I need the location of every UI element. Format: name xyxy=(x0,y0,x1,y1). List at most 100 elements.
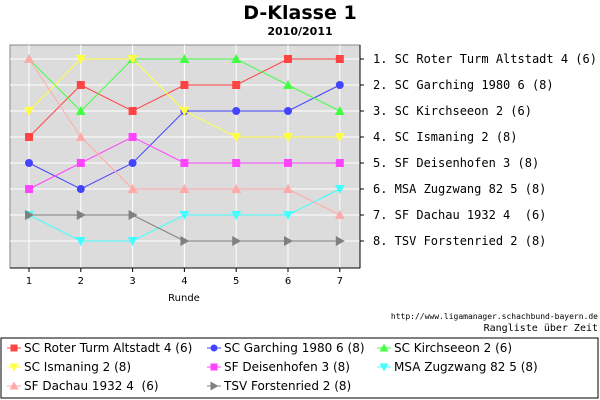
legend-item: SC Garching 1980 6 (8) xyxy=(207,341,365,355)
data-point xyxy=(231,211,242,220)
legend-box xyxy=(0,337,599,399)
data-point xyxy=(75,55,86,64)
final-ranking: 1. SC Roter Turm Altstadt 4 (6) 2. SC Gar… xyxy=(373,52,597,248)
x-tick-label: 6 xyxy=(285,276,291,287)
chart-caption: Rangliste über Zeit xyxy=(484,323,598,334)
rank-label: 2. SC Garching 1980 6 (8) xyxy=(373,78,554,92)
data-point xyxy=(335,55,344,63)
data-point xyxy=(334,210,345,219)
chart-title: D-Klasse 1 xyxy=(243,2,356,24)
rank-label: 3. SC Kirchseeon 2 (6) xyxy=(373,104,532,118)
data-point xyxy=(231,133,242,142)
legend-item: TSV Forstenried 2 (8) xyxy=(207,379,351,393)
data-point xyxy=(232,81,241,89)
data-point xyxy=(127,237,138,246)
rank-label: 5. SF Deisenhofen 3 (8) xyxy=(373,156,539,170)
data-point xyxy=(9,363,19,372)
data-point xyxy=(283,80,293,89)
data-point xyxy=(231,54,242,63)
data-point xyxy=(210,363,218,371)
chart-subtitle: 2010/2011 xyxy=(267,25,332,38)
data-point xyxy=(75,237,86,246)
legend-item: SC Ismaning 2 (8) xyxy=(7,360,131,374)
data-point xyxy=(127,55,138,64)
data-point xyxy=(180,236,190,246)
series-layer xyxy=(24,54,345,246)
data-point xyxy=(283,211,293,220)
legend-label: SC Kirchseeon 2 (6) xyxy=(394,341,512,355)
data-point xyxy=(75,106,86,115)
data-point xyxy=(284,55,292,63)
data-point xyxy=(284,107,292,115)
data-point xyxy=(180,81,189,89)
data-point xyxy=(334,106,345,115)
data-point xyxy=(283,184,293,193)
data-point xyxy=(284,236,293,246)
data-point xyxy=(128,133,137,141)
data-point xyxy=(231,184,242,193)
data-point xyxy=(127,184,138,193)
data-point xyxy=(180,159,189,167)
data-point xyxy=(379,343,389,352)
data-point xyxy=(335,81,344,89)
data-point xyxy=(25,133,33,141)
series-1 xyxy=(25,55,344,141)
legend-label: SC Roter Turm Altstadt 4 (6) xyxy=(24,341,192,355)
data-point xyxy=(128,107,137,115)
rank-label: 6. MSA Zugzwang 82 5 (8) xyxy=(373,182,546,196)
data-point xyxy=(334,133,345,142)
data-point xyxy=(232,159,241,167)
plot-area xyxy=(9,44,361,269)
data-point xyxy=(232,107,241,115)
data-point xyxy=(25,159,33,167)
data-point xyxy=(179,211,190,220)
data-point xyxy=(179,107,190,116)
x-tick-label: 4 xyxy=(181,276,187,287)
data-point xyxy=(335,236,345,246)
data-point xyxy=(210,381,219,391)
legend-item: MSA Zugzwang 82 5 (8) xyxy=(377,360,538,374)
rank-label: 7. SF Dachau 1932 4 (6) xyxy=(373,208,546,222)
x-tick-label: 5 xyxy=(233,276,239,287)
x-tick-label: 2 xyxy=(78,276,84,287)
data-point xyxy=(24,107,34,116)
data-point xyxy=(24,54,34,63)
legend-label: TSV Forstenried 2 (8) xyxy=(223,379,351,393)
data-point xyxy=(25,185,33,193)
data-point xyxy=(179,184,190,193)
axes: 1 2 3 4 5 6 7 xyxy=(10,45,364,287)
data-point xyxy=(210,344,218,352)
legend-item: SC Kirchseeon 2 (6) xyxy=(377,341,512,355)
data-point xyxy=(179,54,190,63)
data-point xyxy=(75,132,86,141)
data-point xyxy=(76,185,85,193)
x-axis-label: Runde xyxy=(168,293,200,304)
data-point xyxy=(76,210,86,220)
legend: SC Roter Turm Altstadt 4 (6) SC Garching … xyxy=(7,341,538,393)
source-url: http://www.ligamanager.schachbund-bayern… xyxy=(391,312,598,321)
legend-label: SF Deisenhofen 3 (8) xyxy=(224,360,350,374)
legend-label: SF Dachau 1932 4 (6) xyxy=(24,379,159,393)
rank-label: 1. SC Roter Turm Altstadt 4 (6) xyxy=(373,52,597,66)
data-point xyxy=(128,210,138,220)
data-point xyxy=(283,133,293,142)
legend-item: SF Deisenhofen 3 (8) xyxy=(207,360,350,374)
data-point xyxy=(128,159,137,167)
legend-item: SF Dachau 1932 4 (6) xyxy=(7,379,159,393)
data-point xyxy=(232,236,242,246)
legend-item: SC Roter Turm Altstadt 4 (6) xyxy=(7,341,192,355)
data-point xyxy=(9,381,19,390)
data-point xyxy=(334,185,345,194)
x-tick-label: 7 xyxy=(337,276,343,287)
legend-label: SC Ismaning 2 (8) xyxy=(24,360,131,374)
series-7 xyxy=(24,54,345,219)
x-tick-label: 1 xyxy=(26,276,32,287)
data-point xyxy=(284,159,292,167)
data-point xyxy=(76,81,85,89)
series-8 xyxy=(25,210,345,246)
x-tick-label: 3 xyxy=(129,276,135,287)
legend-label: SC Garching 1980 6 (8) xyxy=(224,341,365,355)
data-point xyxy=(25,210,34,220)
rank-label: 8. TSV Forstenried 2 (8) xyxy=(373,234,546,248)
